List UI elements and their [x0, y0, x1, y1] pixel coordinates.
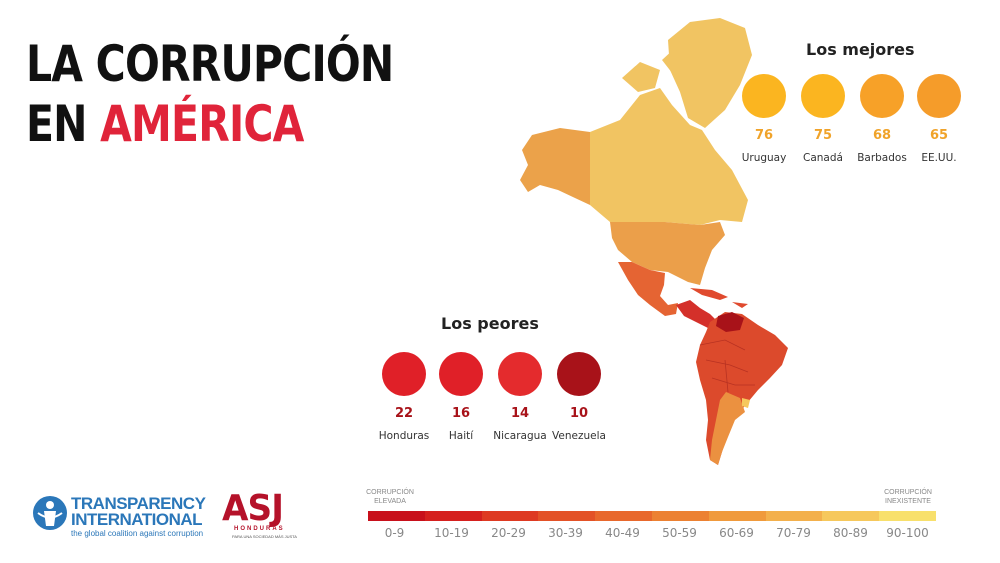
transparency-international-logo: TRANSPARENCY INTERNATIONAL the global co… — [33, 494, 213, 540]
legend-tick: 90-100 — [886, 526, 929, 540]
usa-shape — [610, 222, 725, 285]
best-country-uruguay: 76 Uruguay — [734, 74, 794, 164]
greenland-shape — [668, 18, 752, 128]
country-name: EE.UU. — [921, 152, 957, 164]
asj-country: HONDURAS — [234, 526, 285, 532]
legend-bar — [368, 511, 936, 521]
southern-cone-shape — [710, 392, 745, 465]
best-country-barbados: 68 Barbados — [852, 74, 912, 164]
canada-islands — [622, 48, 684, 92]
title-accent: AMÉRICA — [100, 95, 304, 153]
title-line-2-prefix: EN — [26, 95, 101, 153]
country-score: 14 — [510, 406, 530, 421]
country-name: Venezuela — [552, 430, 606, 442]
country-score: 65 — [929, 128, 949, 143]
worst-country-honduras: 22 Honduras — [374, 352, 434, 442]
score-bubble — [860, 74, 904, 118]
country-score: 68 — [872, 128, 892, 143]
best-country-canada: 75 Canadá — [793, 74, 853, 164]
south-america-shape — [696, 312, 788, 465]
country-score: 75 — [813, 128, 833, 143]
globe-icon — [33, 496, 67, 530]
score-bubble — [557, 352, 601, 396]
legend-tick: 70-79 — [776, 526, 811, 540]
score-bubble — [382, 352, 426, 396]
color-legend: CORRUPCIÓN ELEVADA CORRUPCIÓN INEXISTENT… — [366, 488, 936, 548]
score-bubble — [498, 352, 542, 396]
legend-swatch — [651, 511, 709, 521]
ti-tagline: the global coalition against corruption — [71, 529, 204, 538]
country-name: Uruguay — [741, 152, 787, 164]
legend-tick: 60-69 — [719, 526, 754, 540]
ti-name-line-2: INTERNATIONAL — [71, 510, 203, 529]
legend-high-label: CORRUPCIÓN ELEVADA — [366, 489, 414, 505]
worst-country-venezuela: 10 Venezuela — [549, 352, 609, 442]
venezuela-shape — [716, 312, 744, 332]
country-score: 76 — [754, 128, 774, 143]
legend-swatch — [424, 511, 482, 521]
country-name: Honduras — [378, 430, 430, 442]
alaska-shape — [520, 128, 590, 205]
score-bubble — [917, 74, 961, 118]
legend-swatch — [368, 511, 425, 521]
legend-swatch — [879, 511, 936, 521]
legend-tick: 10-19 — [434, 526, 469, 540]
legend-tick: 20-29 — [491, 526, 526, 540]
score-bubble — [439, 352, 483, 396]
country-name: Haití — [448, 430, 474, 442]
legend-tick: 40-49 — [605, 526, 640, 540]
legend-swatch — [595, 511, 652, 521]
legend-tick: 0-9 — [384, 526, 405, 540]
country-name: Canadá — [803, 152, 843, 164]
legend-swatch — [822, 511, 880, 521]
legend-swatch — [708, 511, 766, 521]
legend-ticks: 0-9 10-19 20-29 30-39 40-49 50-59 60-69 … — [366, 526, 936, 540]
legend-tick: 80-89 — [833, 526, 868, 540]
country-score: 10 — [569, 406, 589, 421]
best-country-usa: 65 EE.UU. — [909, 74, 969, 164]
country-name: Barbados — [857, 152, 907, 164]
mexico-shape — [618, 262, 678, 316]
legend-swatch — [538, 511, 596, 521]
asj-logo: ASJ HONDURAS PARA UNA SOCIEDAD MÁS JUSTA — [222, 488, 312, 543]
country-borders — [699, 339, 755, 393]
uruguay-shape — [742, 398, 750, 408]
worst-country-haiti: 16 Haití — [431, 352, 491, 442]
legend-tick: 30-39 — [548, 526, 583, 540]
caribbean-shape — [690, 288, 748, 308]
title-line-2: EN AMÉRICA — [26, 94, 393, 154]
worst-title: Los peores — [441, 314, 539, 333]
country-score: 22 — [394, 406, 414, 421]
legend-swatch — [481, 511, 539, 521]
country-score: 16 — [451, 406, 471, 421]
page-title: LA CORRUPCIÓN EN AMÉRICA — [26, 34, 394, 154]
asj-name: ASJ — [222, 488, 284, 529]
asj-tagline: PARA UNA SOCIEDAD MÁS JUSTA — [232, 534, 297, 539]
ti-name-line-1: TRANSPARENCY — [71, 494, 206, 513]
best-title: Los mejores — [806, 40, 915, 59]
score-bubble — [801, 74, 845, 118]
legend-tick: 50-59 — [662, 526, 697, 540]
worst-country-nicaragua: 14 Nicaragua — [490, 352, 550, 442]
score-bubble — [742, 74, 786, 118]
central-america-shape — [676, 300, 718, 328]
legend-low-label: CORRUPCIÓN INEXISTENTE — [884, 489, 932, 505]
canada-shape — [590, 88, 748, 225]
title-line-1: LA CORRUPCIÓN — [26, 35, 394, 93]
legend-swatch — [765, 511, 823, 521]
country-name: Nicaragua — [493, 430, 547, 442]
